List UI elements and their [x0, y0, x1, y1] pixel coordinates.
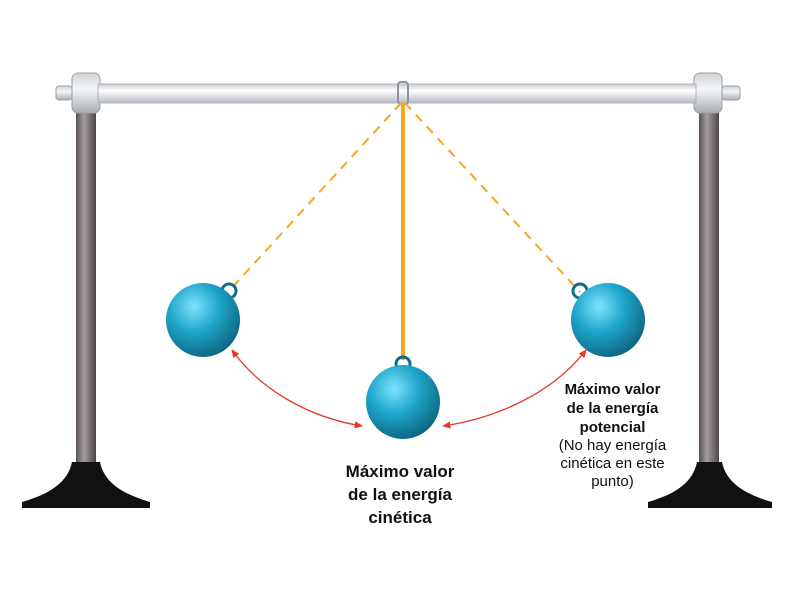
kinetic-label-line1: Máximo valor [345, 462, 455, 481]
right-support [648, 72, 772, 508]
potential-label-line3: potencial [579, 419, 646, 436]
potential-note-line3: punto) [591, 473, 634, 490]
left-dashed-string [227, 102, 402, 293]
right-swing-arrow [442, 349, 587, 429]
potential-note-line2: cinética en este [560, 455, 665, 472]
right-knob [721, 85, 741, 101]
potential-label-line2: de la energía [566, 400, 659, 417]
left-post [76, 100, 96, 468]
right-base [648, 462, 772, 508]
potential-note-line1: (No hay energía [558, 437, 667, 454]
kinetic-energy-label: Máximo valor de la energía cinética [300, 460, 500, 529]
left-base [22, 462, 150, 508]
kinetic-label-line2: de la energía [348, 485, 452, 504]
potential-label-line1: Máximo valor [564, 381, 661, 398]
left-clamp [71, 72, 101, 114]
center-pendulum-ball [366, 355, 440, 439]
right-pendulum-ball [571, 282, 645, 357]
potential-energy-label: Máximo valor de la energía potencial (No… [525, 380, 700, 491]
left-pendulum-ball [166, 282, 240, 357]
right-ball [571, 283, 645, 357]
left-ball [166, 283, 240, 357]
kinetic-label-line3: cinética [368, 508, 432, 527]
right-post [699, 100, 719, 468]
right-clamp [693, 72, 723, 114]
left-knob [55, 85, 73, 101]
left-support [22, 72, 150, 508]
left-swing-arrow [231, 349, 363, 429]
right-dashed-string [404, 102, 581, 293]
center-ball [366, 365, 440, 439]
